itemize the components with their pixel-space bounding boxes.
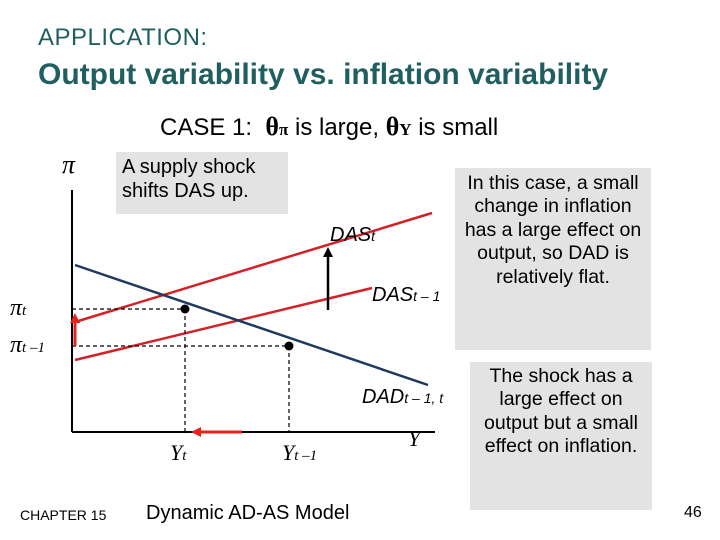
y-t-base: Y bbox=[170, 440, 183, 465]
dad-sub: t – 1, t bbox=[404, 390, 444, 406]
slide-title: Output variability vs. inflation variabi… bbox=[38, 58, 609, 91]
shock-effect-note: The shock has a large effect on output b… bbox=[470, 362, 652, 510]
y-t-sub: t bbox=[182, 448, 187, 464]
theta-pi-subscript: π bbox=[278, 120, 289, 139]
das-t-sub: t bbox=[371, 228, 376, 244]
x-axis-label: Y bbox=[408, 426, 421, 451]
case-prefix: CASE bbox=[160, 114, 233, 141]
pi-t1-sub: t –1 bbox=[22, 340, 45, 356]
y-t1-label: Yt –1 bbox=[282, 440, 317, 466]
pi-t-sub: t bbox=[22, 303, 27, 319]
das-new-curve bbox=[74, 211, 433, 324]
das-t1-base: DAS bbox=[372, 284, 414, 306]
footer-chapter: CHAPTER 15 bbox=[20, 507, 107, 523]
das-t1-label: DASt – 1 bbox=[372, 284, 440, 307]
dad-curve bbox=[74, 263, 429, 387]
y-t1-sub: t –1 bbox=[294, 448, 318, 464]
das-t1-sub: t – 1 bbox=[413, 288, 441, 304]
old-equilibrium-point bbox=[284, 341, 294, 351]
case-heading: CASE 1: θπ is large, θY is small bbox=[160, 112, 498, 142]
pi-t-base: π bbox=[10, 295, 23, 321]
pi-t1-base: π bbox=[10, 332, 23, 358]
theta-y-subscript: Y bbox=[399, 120, 412, 139]
case-number: 1 bbox=[232, 114, 246, 141]
dad-label: DADt – 1, t bbox=[362, 386, 443, 409]
das-old-curve bbox=[74, 286, 373, 362]
y-t-label: Yt bbox=[170, 440, 186, 466]
das-t-label: DASt bbox=[330, 224, 375, 247]
new-equilibrium-point bbox=[180, 304, 190, 314]
dad-base: DAD bbox=[362, 386, 405, 408]
case-mid-text: is large, bbox=[288, 114, 386, 141]
case-colon: : bbox=[245, 114, 253, 141]
app-title: APPLICATION: bbox=[38, 24, 208, 51]
pi-t-label: πt bbox=[10, 295, 26, 322]
y-t1-base: Y bbox=[282, 440, 295, 465]
case-explanation-note: In this case, a small change in inflatio… bbox=[455, 168, 651, 350]
case-suffix: is small bbox=[411, 114, 499, 141]
theta-pi-symbol: θ bbox=[265, 112, 279, 141]
pi-t1-label: πt –1 bbox=[10, 332, 45, 359]
page-number: 46 bbox=[684, 504, 702, 521]
supply-shock-note: A supply shock shifts DAS up. bbox=[116, 152, 288, 214]
y-axis-label: π bbox=[62, 150, 76, 179]
footer-model-title: Dynamic AD-AS Model bbox=[146, 502, 350, 524]
theta-y-symbol: θ bbox=[385, 112, 400, 141]
das-t-base: DAS bbox=[330, 224, 372, 246]
